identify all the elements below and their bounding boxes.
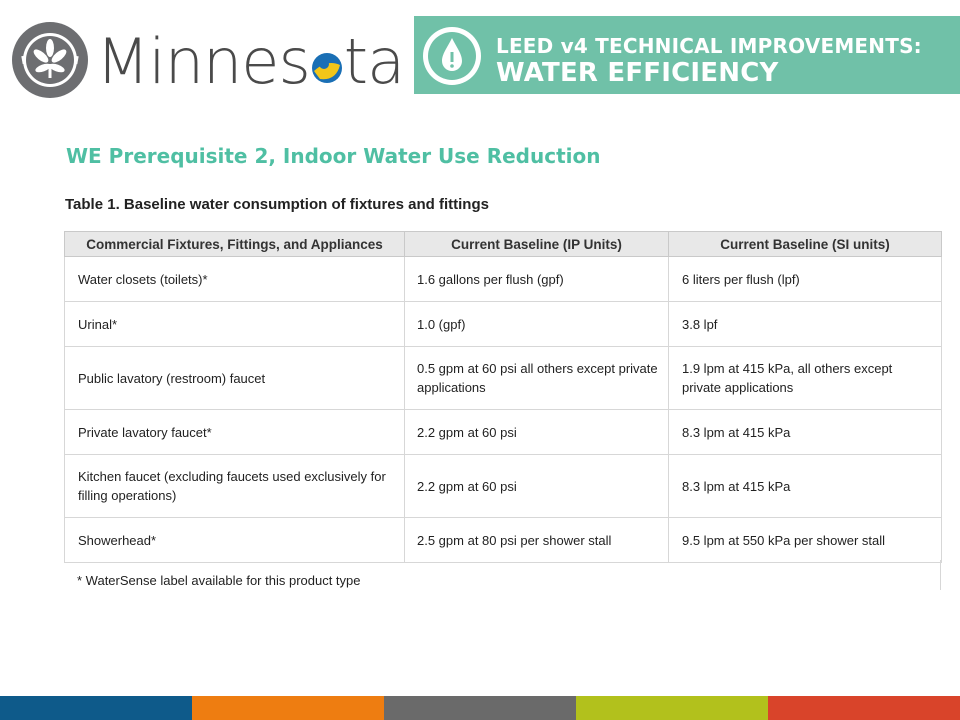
water-drop-icon [423, 27, 481, 85]
color-segment [192, 696, 384, 720]
minnesota-wordmark: Minnes ta [96, 25, 405, 98]
fixture-cell: Kitchen faucet (excluding faucets used e… [64, 454, 405, 518]
ip-value-cell: 2.2 gpm at 60 psi [404, 409, 669, 455]
header-si-units: Current Baseline (SI units) [668, 231, 942, 257]
table-row: Private lavatory faucet* 2.2 gpm at 60 p… [64, 409, 942, 455]
leed-banner: LEED v4 TECHNICAL IMPROVEMENTS: WATER EF… [410, 16, 960, 94]
color-segment [0, 696, 192, 720]
usgbc-seal-icon [12, 22, 88, 98]
ip-value-cell: 2.5 gpm at 80 psi per shower stall [404, 517, 669, 563]
ip-value-cell: 1.6 gallons per flush (gpf) [404, 256, 669, 302]
ip-value-cell: 1.0 (gpf) [404, 301, 669, 347]
loon-o-icon [311, 53, 342, 83]
table-title: Table 1. Baseline water consumption of f… [65, 196, 489, 213]
si-value-cell: 8.3 lpm at 415 kPa [668, 454, 942, 518]
banner-title-line1: LEED v4 TECHNICAL IMPROVEMENTS: [496, 34, 922, 58]
table-row: Water closets (toilets)* 1.6 gallons per… [64, 256, 942, 302]
color-segment [768, 696, 960, 720]
fixture-cell: Showerhead* [64, 517, 405, 563]
color-segment [576, 696, 768, 720]
header-ip-units: Current Baseline (IP Units) [404, 231, 669, 257]
si-value-cell: 9.5 lpm at 550 kPa per shower stall [668, 517, 942, 563]
table-row: Public lavatory (restroom) faucet 0.5 gp… [64, 346, 942, 410]
usgbc-minnesota-logo: Minnes ta [0, 16, 405, 104]
footer-color-bar [0, 696, 960, 720]
header-fixtures: Commercial Fixtures, Fittings, and Appli… [64, 231, 405, 257]
banner-title-line2: WATER EFFICIENCY [496, 58, 779, 88]
table-row: Kitchen faucet (excluding faucets used e… [64, 454, 942, 518]
fixture-cell: Private lavatory faucet* [64, 409, 405, 455]
si-value-cell: 1.9 lpm at 415 kPa, all others except pr… [668, 346, 942, 410]
si-value-cell: 8.3 lpm at 415 kPa [668, 409, 942, 455]
table-footnote: * WaterSense label available for this pr… [64, 560, 941, 590]
slide-title: WE Prerequisite 2, Indoor Water Use Redu… [66, 144, 601, 168]
table-header-row: Commercial Fixtures, Fittings, and Appli… [64, 231, 942, 257]
baseline-table: Commercial Fixtures, Fittings, and Appli… [64, 231, 942, 563]
table-row: Urinal* 1.0 (gpf) 3.8 lpf [64, 301, 942, 347]
si-value-cell: 6 liters per flush (lpf) [668, 256, 942, 302]
fixture-cell: Water closets (toilets)* [64, 256, 405, 302]
fixture-cell: Public lavatory (restroom) faucet [64, 346, 405, 410]
fixture-cell: Urinal* [64, 301, 405, 347]
table-row: Showerhead* 2.5 gpm at 80 psi per shower… [64, 517, 942, 563]
color-segment [384, 696, 576, 720]
si-value-cell: 3.8 lpf [668, 301, 942, 347]
ip-value-cell: 0.5 gpm at 60 psi all others except priv… [404, 346, 669, 410]
ip-value-cell: 2.2 gpm at 60 psi [404, 454, 669, 518]
